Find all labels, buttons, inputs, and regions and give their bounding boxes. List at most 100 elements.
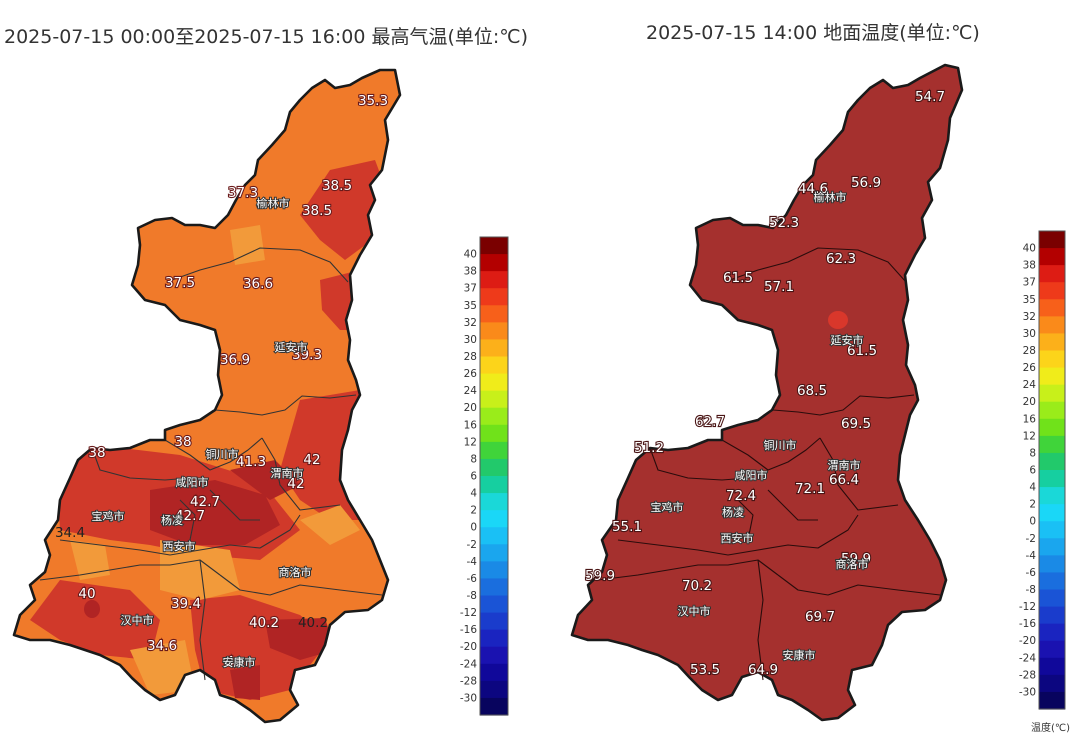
right-city-label-10: 安康市: [783, 648, 816, 662]
legendL-tick-11: 12: [464, 436, 477, 448]
legendR-swatch-1: [1039, 248, 1065, 266]
right-value-label-16: 59.9: [841, 551, 871, 567]
legendL-tick-26: -30: [460, 692, 477, 704]
legendL-tick-14: 4: [470, 488, 477, 500]
legendR-tick-26: -30: [1019, 686, 1036, 698]
right-value-label-6: 57.1: [764, 279, 794, 295]
legendR-swatch-6: [1039, 333, 1065, 352]
right-value-label-3: 52.3: [769, 215, 799, 231]
legendL-swatch-11: [480, 424, 508, 443]
legendL-swatch-23: [480, 629, 508, 648]
legendR-swatch-24: [1039, 640, 1065, 659]
legendL-swatch-16: [480, 510, 508, 528]
right-value-label-7: 61.5: [847, 343, 877, 359]
right-value-label-17: 59.9: [585, 568, 615, 584]
legendL-frame: [479, 236, 509, 716]
legendR-tick-15: 2: [1029, 499, 1036, 511]
right-city-label-5: 宝鸡市: [651, 500, 684, 514]
legendR-tick-23: -20: [1019, 635, 1036, 647]
legendR-swatch-3: [1039, 282, 1065, 300]
left-city-label-9: 汉中市: [121, 613, 154, 627]
legendR-swatch-16: [1039, 504, 1065, 522]
left-value-label-21: 4: [226, 654, 235, 670]
legendR-swatch-8: [1039, 367, 1065, 386]
legendR-frame: [1038, 230, 1066, 710]
left-map-province-shape: [14, 70, 400, 722]
right-city-label-6: 杨凌: [722, 505, 744, 519]
right-city-label-8: 商洛市: [836, 557, 869, 571]
left-value-label-15: 34.4: [55, 525, 85, 541]
right-city-label-3: 渭南市: [828, 458, 861, 472]
legendL-tick-0: 40: [464, 249, 477, 261]
left-city-label-7: 西安市: [163, 539, 196, 553]
legendL-tick-24: -24: [460, 658, 477, 670]
legendL-swatch-1: [480, 254, 508, 272]
legendR-tick-14: 4: [1029, 482, 1036, 494]
legendR-swatch-27: [1039, 691, 1065, 710]
legendR-swatch-19: [1039, 555, 1065, 574]
legendR-swatch-2: [1039, 265, 1065, 283]
legendL-swatch-15: [480, 493, 508, 511]
legendL-swatch-25: [480, 663, 508, 682]
legendL-tick-19: -6: [467, 573, 478, 585]
right-city-label-2: 铜川市: [764, 438, 797, 452]
right-value-label-19: 69.7: [805, 609, 835, 625]
right-value-label-10: 69.5: [841, 416, 871, 432]
left-value-label-8: 38: [174, 434, 191, 450]
right-city-label-9: 汉中市: [678, 604, 711, 618]
legendL-swatch-17: [480, 527, 508, 545]
legendR-swatch-26: [1039, 674, 1065, 693]
right-map-ground-temperature: 54.7 44.6 56.9 52.3 62.3 61.5 57.1 61.5 68.5 62.7…: [570, 63, 964, 722]
left-city-label-3: 渭南市: [271, 466, 304, 480]
legendL-swatch-26: [480, 680, 508, 699]
legendL-tick-10: 16: [464, 419, 478, 431]
legendL-swatch-27: [480, 697, 508, 716]
legendL-swatch-22: [480, 612, 508, 631]
left-city-label-8: 商洛市: [279, 565, 312, 579]
legendR-tick-0: 40: [1023, 243, 1036, 255]
right-city-label-7: 西安市: [721, 531, 754, 545]
left-map-value-labels: 35.3 37.3 38.5 38.5 37.5 36.6 39.3 36.9 38 38 41.3…: [55, 92, 389, 671]
legendL-swatch-5: [480, 322, 508, 341]
legendL-tick-4: 32: [464, 317, 477, 329]
legendL-swatch-0: [480, 237, 508, 255]
legendL-tick-20: -8: [467, 590, 477, 602]
left-color-legend: 40383735323028262420161286420-2-4-6-8-12…: [460, 236, 509, 716]
legendR-tick-13: 6: [1029, 465, 1036, 477]
left-value-label-4: 37.5: [165, 275, 195, 291]
legendL-tick-12: 8: [470, 453, 477, 465]
right-map-province-shape: [572, 65, 962, 720]
left-value-label-17: 39.4: [171, 596, 201, 612]
left-value-label-16: 40: [78, 586, 95, 602]
legendR-swatch-17: [1039, 521, 1065, 539]
legendL-tick-5: 30: [464, 334, 477, 346]
right-value-label-9: 62.7: [695, 414, 725, 430]
right-value-label-2: 56.9: [851, 175, 881, 191]
legendL-swatch-8: [480, 373, 508, 392]
left-city-label-6: 杨凌: [161, 513, 183, 527]
left-value-label-11: 42: [303, 452, 320, 468]
legendR-tick-6: 28: [1023, 345, 1036, 357]
left-value-label-3: 38.5: [302, 203, 332, 219]
legendR-tick-1: 38: [1023, 260, 1036, 272]
left-map-max-temperature: 35.3 37.3 38.5 38.5 37.5 36.6 39.3 36.9 38 38 41.3…: [12, 68, 402, 724]
legendL-tick-2: 37: [464, 283, 477, 295]
legendL-swatch-18: [480, 544, 508, 562]
legendL-swatch-9: [480, 390, 508, 409]
legendR-swatch-0: [1039, 231, 1065, 249]
left-city-label-4: 咸阳市: [176, 475, 209, 489]
legendR-tick-24: -24: [1019, 652, 1036, 664]
legendL-tick-9: 20: [464, 402, 477, 414]
legendL-swatch-19: [480, 561, 508, 580]
right-city-label-1: 延安市: [831, 333, 864, 347]
legendL-swatch-20: [480, 578, 508, 597]
left-value-label-5: 36.6: [243, 276, 273, 292]
right-map-value-labels: 54.7 44.6 56.9 52.3 62.3 61.5 57.1 61.5 68.5 62.7…: [584, 88, 946, 679]
legendR-swatch-5: [1039, 316, 1065, 335]
legendL-tick-8: 24: [464, 385, 478, 397]
legendL-tick-18: -4: [467, 556, 478, 568]
legendL-tick-15: 2: [470, 505, 477, 517]
legendR-swatch-25: [1039, 657, 1065, 676]
right-city-label-4: 咸阳市: [735, 468, 768, 482]
